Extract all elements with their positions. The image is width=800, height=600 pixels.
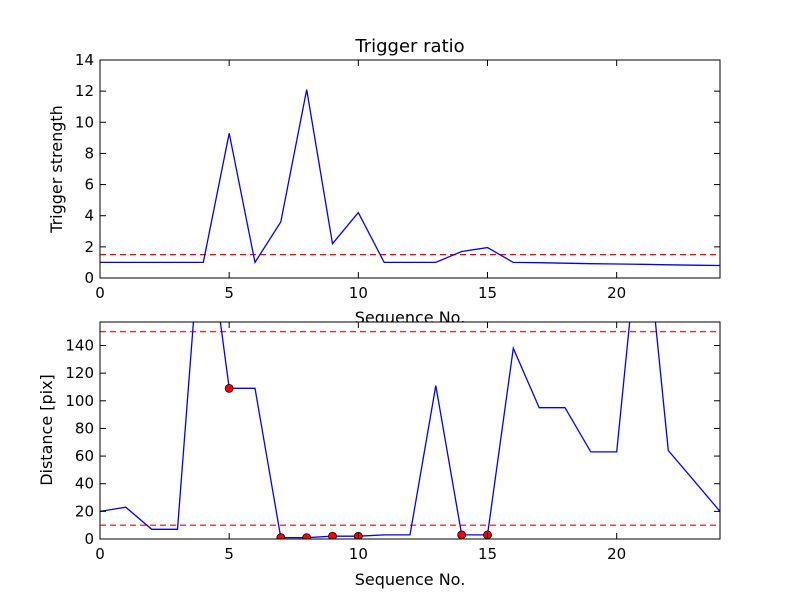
bottom-y-tick-label: 0: [84, 530, 94, 548]
top-y-tick-label: 0: [84, 269, 94, 287]
top-plot-background: [100, 60, 720, 278]
bottom-x-axis-label: Sequence No.: [355, 570, 466, 589]
top-y-tick-label: 2: [84, 238, 94, 256]
bottom-marker-point: [224, 383, 234, 393]
top-series-line-0: [100, 89, 720, 267]
bottom-x-tick-label: 5: [224, 545, 234, 563]
top-x-tick-label: 15: [478, 284, 497, 302]
top-plot-data: [100, 89, 720, 267]
bottom-plot-frame: [99, 321, 721, 540]
bottom-plot-axes: 0 5 10 15 20 0 20 40 60 80 100 120 140: [65, 322, 720, 563]
top-plot-axes: 0 5 10 15 20 0 2 4 6 8 10 12 14: [75, 51, 720, 302]
bottom-plot-background: [100, 322, 720, 539]
top-y-tick-label: 6: [84, 176, 94, 194]
bottom-y-axis-label: Distance [pix]: [37, 374, 56, 486]
top-x-tick-label: 0: [95, 284, 105, 302]
top-y-tick-label: 14: [75, 51, 94, 69]
top-x-tick-label: 10: [349, 284, 368, 302]
bottom-x-tick-label: 20: [607, 545, 626, 563]
top-x-tick-label: 20: [607, 284, 626, 302]
bottom-x-tick-label: 10: [349, 545, 368, 563]
bottom-series-line-0: [100, 322, 720, 539]
bottom-y-tick-label: 40: [75, 475, 94, 493]
bottom-y-tick-label: 140: [65, 336, 94, 354]
top-plot-frame: [99, 59, 721, 279]
bottom-marker-point: [302, 533, 312, 539]
bottom-y-tick-label: 60: [75, 447, 94, 465]
top-x-tick-label: 5: [224, 284, 234, 302]
bottom-x-tick-label: 0: [95, 545, 105, 563]
bottom-y-tick-label: 80: [75, 419, 94, 437]
bottom-y-tick-label: 100: [65, 392, 94, 410]
bottom-plot-data: [100, 322, 720, 539]
top-y-tick-label: 4: [84, 207, 94, 225]
top-y-axis-label: Trigger strength: [47, 105, 66, 234]
top-y-tick-label: 12: [75, 82, 94, 100]
top-y-tick-label: 8: [84, 144, 94, 162]
bottom-y-tick-label: 120: [65, 364, 94, 382]
bottom-x-tick-label: 15: [478, 545, 497, 563]
bottom-marker-point: [457, 530, 467, 539]
top-y-tick-label: 10: [75, 113, 94, 131]
bottom-marker-point: [276, 533, 286, 539]
bottom-y-tick-label: 20: [75, 502, 94, 520]
bottom-marker-point: [328, 531, 337, 539]
chart-title-top: Trigger ratio: [354, 36, 464, 57]
